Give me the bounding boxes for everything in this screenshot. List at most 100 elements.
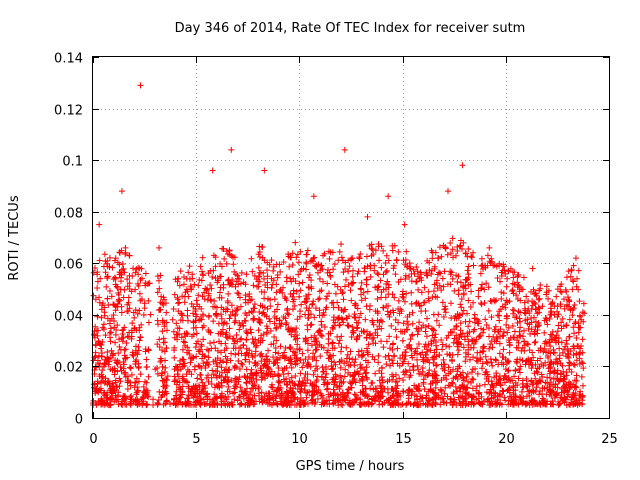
data-point [537,355,544,362]
data-point [253,342,260,349]
data-point [324,266,331,273]
data-point [108,293,115,300]
data-point [267,296,274,303]
data-point [211,298,218,305]
data-point [222,373,229,380]
data-point [99,338,106,345]
data-point [402,349,409,356]
data-point [108,329,115,336]
data-point [382,353,389,360]
data-point [233,375,240,382]
data-point [202,393,209,400]
data-point [474,370,481,377]
data-point [470,262,477,269]
data-point [479,281,486,288]
data-point [228,146,235,153]
data-point [580,300,587,307]
data-point [360,388,367,395]
data-point [410,363,417,370]
data-point [491,298,498,305]
data-point [390,353,397,360]
data-point [106,395,113,402]
data-point [450,389,457,396]
data-point [532,324,539,331]
data-point [281,400,288,407]
data-point [108,347,115,354]
data-point [345,281,352,288]
data-point [154,289,161,296]
data-point [426,367,433,374]
data-point [311,314,318,321]
data-point [238,400,245,407]
data-point [516,288,523,295]
data-point [534,369,541,376]
data-point [268,402,275,409]
data-point [580,365,587,372]
data-point [314,341,321,348]
data-point [549,400,556,407]
data-point [461,333,468,340]
data-point [178,334,185,341]
data-point [94,278,101,285]
data-point [161,339,168,346]
data-point [271,296,278,303]
data-point [291,395,298,402]
data-point [482,369,489,376]
data-point [447,239,454,246]
data-point [122,251,129,258]
data-point [556,352,563,359]
data-point [163,327,170,334]
data-point [210,339,217,346]
data-point [540,397,547,404]
data-point [193,330,200,337]
data-point [481,286,488,293]
data-point [335,340,342,347]
data-point [140,311,147,318]
data-point [283,381,290,388]
data-point [107,338,114,345]
data-point [258,367,265,374]
data-point [482,264,489,271]
data-point [179,317,186,324]
data-point [436,244,443,251]
data-point [161,381,168,388]
data-point [255,264,262,271]
data-point [201,289,208,296]
data-point [367,273,374,280]
data-point [175,275,182,282]
data-point [364,376,371,383]
data-point [558,319,565,326]
data-point [162,357,169,364]
data-point [314,373,321,380]
data-point [242,352,249,359]
data-point [257,302,264,309]
data-point [172,392,179,399]
data-point [273,337,280,344]
data-point [254,360,261,367]
data-point [163,309,170,316]
data-point [469,375,476,382]
data-point [443,343,450,350]
data-point [250,385,257,392]
data-point [344,322,351,329]
data-point [441,390,448,397]
data-point [281,293,288,300]
data-point [294,251,301,258]
data-point [454,243,461,250]
data-point [336,321,343,328]
data-point [345,389,352,396]
data-point [270,354,277,361]
x-axis-ticks: 0 5 10 15 20 25 [89,57,618,447]
data-point [131,314,138,321]
data-point [367,262,374,269]
data-point [455,273,462,280]
data-point [190,310,197,317]
data-point [433,362,440,369]
data-point [225,366,232,373]
data-point [180,281,187,288]
data-point [171,334,178,341]
data-point [214,347,221,354]
data-point [442,309,449,316]
data-point [349,373,356,380]
data-point [236,320,243,327]
